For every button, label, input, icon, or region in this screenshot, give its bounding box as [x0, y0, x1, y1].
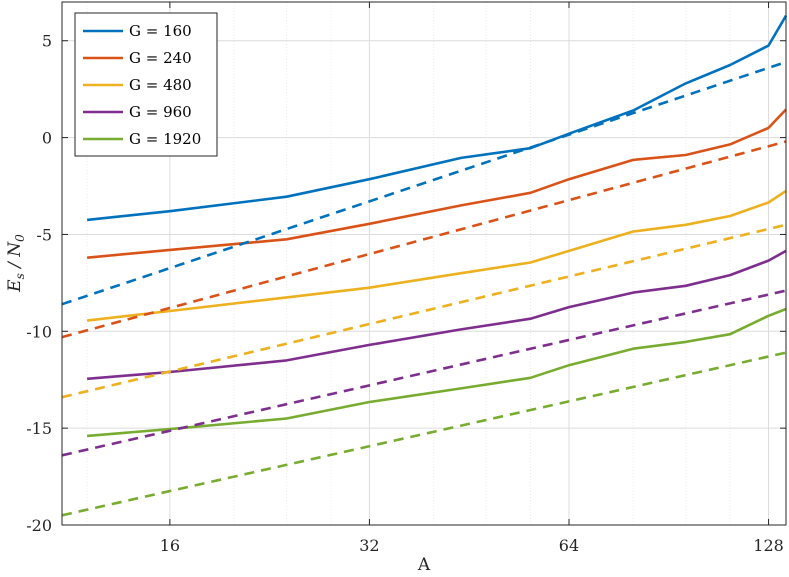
series-line-6-dashed — [61, 140, 787, 339]
legend-label: G = 240 — [129, 49, 192, 67]
y-tick-label: -10 — [26, 322, 52, 341]
x-tick-label: 16 — [160, 536, 180, 555]
y-axis-ticks: 5 0 -5 -10 -15 -20 — [26, 32, 786, 535]
legend-label: G = 1920 — [129, 130, 201, 148]
series-line-9-dashed — [61, 351, 787, 517]
x-tick-label: 32 — [359, 536, 379, 555]
series-line-3-solid — [86, 249, 787, 381]
y-tick-label: 0 — [42, 129, 52, 148]
series-line-7-dashed — [61, 223, 787, 399]
series-line-8-dashed — [61, 289, 787, 457]
legend-label: G = 160 — [129, 22, 192, 40]
x-tick-label: 128 — [753, 536, 784, 555]
y-tick-label: 5 — [42, 32, 52, 51]
x-axis-ticks: 16 32 64 128 — [160, 2, 784, 555]
legend-label: G = 960 — [129, 103, 192, 121]
y-tick-label: -5 — [36, 225, 52, 244]
legend-label: G = 480 — [129, 76, 192, 94]
plot-frame — [61, 1, 787, 526]
y-tick-label: -20 — [26, 516, 52, 535]
y-tick-label: -15 — [26, 419, 52, 438]
x-tick-label: 64 — [559, 536, 579, 555]
x-grid — [86, 2, 770, 525]
legend-box — [74, 12, 218, 157]
series-line-4-solid — [86, 307, 787, 438]
series-line-2-solid — [86, 189, 787, 322]
series-line-5-dashed — [61, 60, 787, 306]
y-axis-label: Es / N0 — [5, 234, 27, 293]
legend: G = 160 G = 240 G = 480 G = 960 G = 1920 — [74, 12, 218, 157]
plot-lines — [61, 14, 788, 517]
series-line-1-solid — [86, 108, 787, 259]
x-axis-label: A — [417, 555, 431, 575]
